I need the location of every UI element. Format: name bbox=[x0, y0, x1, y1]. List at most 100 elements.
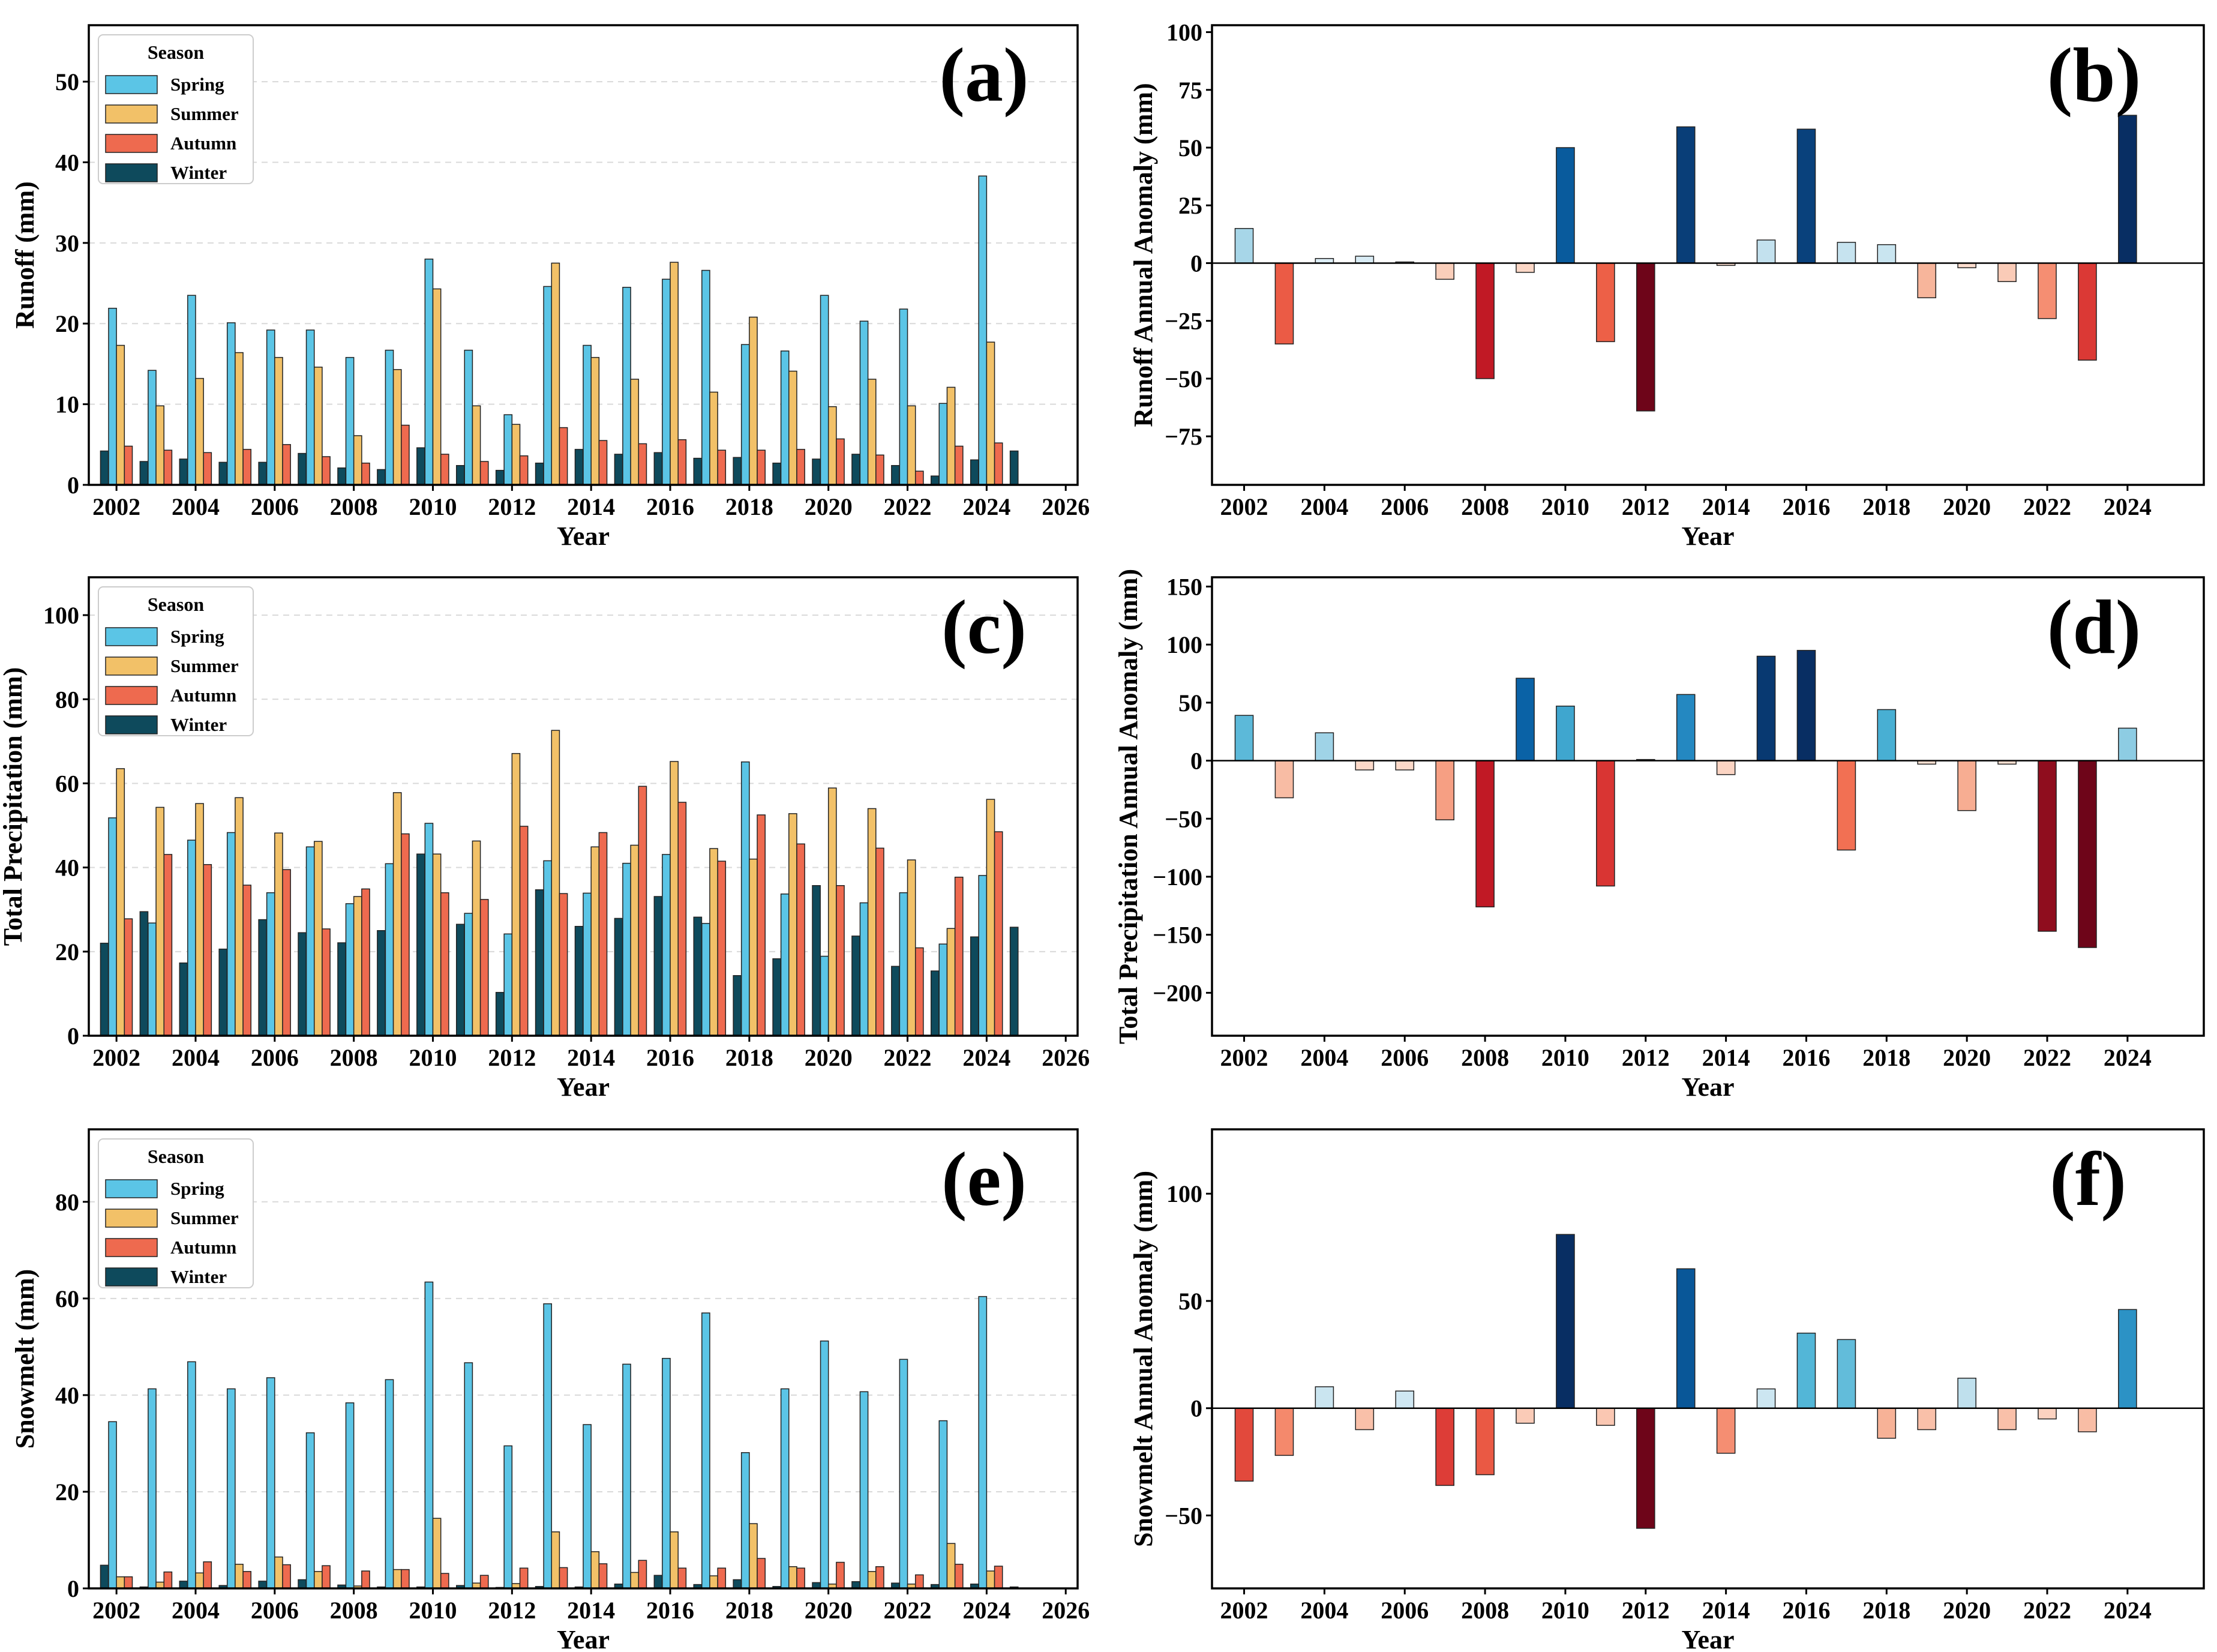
bar-autumn bbox=[836, 438, 845, 485]
x-tick-label: 2002 bbox=[92, 1597, 140, 1624]
bar-summer bbox=[630, 379, 640, 485]
x-tick-label: 2014 bbox=[1702, 493, 1750, 520]
x-tick-label: 2024 bbox=[962, 1044, 1010, 1071]
bar-winter bbox=[100, 1564, 109, 1589]
bar-winter bbox=[812, 885, 821, 1036]
anomaly-bar bbox=[1756, 1388, 1776, 1409]
legend-swatch-winter bbox=[105, 715, 158, 734]
anomaly-bar bbox=[2078, 760, 2097, 948]
y-tick-label: −100 bbox=[1153, 864, 1202, 891]
bar-autumn bbox=[163, 854, 173, 1036]
bar-summer bbox=[353, 896, 362, 1036]
anomaly-bar bbox=[1315, 732, 1334, 761]
anomaly-bar bbox=[1234, 227, 1254, 264]
bar-summer bbox=[590, 356, 600, 485]
anomaly-bar bbox=[1274, 1407, 1294, 1456]
anomaly-bar bbox=[1475, 1407, 1495, 1476]
bar-spring bbox=[345, 356, 355, 485]
bar-autumn bbox=[361, 888, 370, 1036]
x-tick-label: 2022 bbox=[2023, 1597, 2071, 1624]
legend: Season Spring Summer Autumn Winter bbox=[98, 34, 254, 184]
x-tick-label: 2018 bbox=[1862, 493, 1910, 520]
bar-spring bbox=[424, 823, 434, 1036]
anomaly-bar bbox=[1676, 694, 1696, 761]
bar-spring bbox=[148, 922, 157, 1036]
bar-autumn bbox=[203, 864, 212, 1036]
x-tick-label: 2016 bbox=[1782, 1597, 1830, 1624]
x-tick-label: 2004 bbox=[1300, 1597, 1348, 1624]
bar-summer bbox=[670, 262, 679, 485]
bar-summer bbox=[867, 808, 877, 1036]
bar-summer bbox=[788, 813, 797, 1036]
anomaly-bar bbox=[2038, 1407, 2057, 1420]
x-tick-label: 2002 bbox=[92, 493, 140, 520]
legend-label-spring: Spring bbox=[170, 74, 224, 95]
bar-summer bbox=[946, 928, 956, 1036]
legend-swatch-spring bbox=[105, 1179, 158, 1198]
x-tick-label: 2006 bbox=[1381, 493, 1429, 520]
x-axis-label: Year bbox=[1682, 521, 1735, 551]
bar-autumn bbox=[361, 1570, 370, 1589]
bar-winter bbox=[891, 966, 900, 1036]
x-tick-label: 2022 bbox=[2023, 493, 2071, 520]
y-tick-label: 25 bbox=[1178, 192, 1202, 219]
x-tick-label: 2012 bbox=[488, 493, 536, 520]
bar-summer bbox=[274, 1556, 283, 1589]
bar-winter bbox=[416, 447, 425, 485]
y-tick-label: 0 bbox=[1190, 1395, 1202, 1422]
bar-spring bbox=[899, 892, 908, 1036]
bar-autumn bbox=[677, 1567, 687, 1589]
anomaly-bar bbox=[1917, 262, 1937, 298]
panel-label: (d) bbox=[2047, 584, 2141, 670]
bar-spring bbox=[543, 286, 553, 485]
bar-winter bbox=[100, 450, 109, 485]
bar-spring bbox=[740, 344, 750, 485]
bar-winter bbox=[337, 467, 346, 485]
x-tick-label: 2016 bbox=[646, 1597, 694, 1624]
anomaly-bar bbox=[1234, 1407, 1254, 1482]
bar-summer bbox=[986, 1570, 995, 1589]
x-tick-label: 2026 bbox=[1042, 1597, 1090, 1624]
bar-winter bbox=[377, 469, 386, 485]
bar-spring bbox=[305, 846, 315, 1036]
y-axis-label: Runoff (mm) bbox=[10, 181, 40, 329]
x-tick-label: 2012 bbox=[1622, 1597, 1670, 1624]
bar-summer bbox=[670, 761, 679, 1036]
bar-summer bbox=[195, 1572, 204, 1589]
legend-swatch-spring bbox=[105, 627, 158, 646]
bar-summer bbox=[155, 806, 164, 1036]
bar-summer bbox=[749, 1523, 758, 1589]
y-tick-label: 40 bbox=[55, 149, 79, 176]
x-tick-label: 2018 bbox=[725, 1597, 773, 1624]
anomaly-bar bbox=[1355, 1407, 1375, 1431]
bar-winter bbox=[614, 454, 623, 485]
bar-spring bbox=[701, 923, 710, 1036]
bar-summer bbox=[551, 1531, 560, 1589]
plot-frame bbox=[88, 576, 1079, 1037]
bar-autumn bbox=[361, 462, 370, 485]
x-axis-label: Year bbox=[557, 1625, 610, 1652]
panel-label: (b) bbox=[2047, 32, 2141, 118]
bar-winter bbox=[139, 461, 149, 485]
bar-spring bbox=[899, 308, 908, 485]
anomaly-bar bbox=[1435, 1407, 1454, 1486]
x-tick-label: 2002 bbox=[1220, 493, 1268, 520]
bar-autumn bbox=[717, 861, 727, 1036]
x-tick-label: 2016 bbox=[646, 1044, 694, 1071]
anomaly-bar bbox=[1837, 760, 1856, 851]
bar-summer bbox=[709, 1575, 718, 1589]
bar-autumn bbox=[124, 445, 133, 485]
bar-summer bbox=[116, 768, 125, 1036]
bar-spring bbox=[662, 278, 671, 485]
x-tick-label: 2020 bbox=[1943, 493, 1991, 520]
x-tick-label: 2016 bbox=[646, 493, 694, 520]
y-axis-label: Total Precipitation Annual Anomaly (mm) bbox=[1114, 569, 1143, 1044]
bar-autumn bbox=[994, 831, 1003, 1036]
bar-spring bbox=[543, 1303, 553, 1589]
plot-frame bbox=[1211, 1128, 2205, 1590]
bar-summer bbox=[986, 799, 995, 1036]
anomaly-bar bbox=[1315, 1386, 1334, 1409]
bar-autumn bbox=[479, 461, 489, 485]
y-tick-label: 50 bbox=[1178, 134, 1202, 161]
bar-autumn bbox=[519, 455, 529, 485]
